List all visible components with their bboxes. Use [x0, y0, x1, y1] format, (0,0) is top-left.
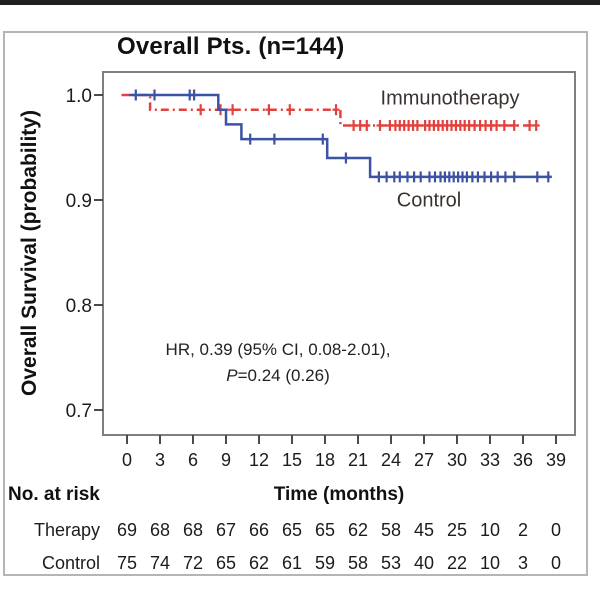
- risk-value: 65: [315, 520, 335, 540]
- risk-row-label-therapy: Therapy: [34, 520, 100, 540]
- risk-value: 62: [348, 520, 368, 540]
- risk-value: 62: [249, 553, 269, 573]
- risk-value: 68: [183, 520, 203, 540]
- risk-value: 67: [216, 520, 236, 540]
- risk-value: 59: [315, 553, 335, 573]
- risk-table-header: No. at risk: [8, 484, 100, 505]
- y-tick-label: 0.7: [66, 401, 92, 422]
- legend-label-immunotherapy: Immunotherapy: [380, 87, 520, 110]
- x-tick-label: 21: [348, 450, 368, 470]
- top-border-bar: [0, 0, 600, 5]
- x-tick-label: 24: [381, 450, 401, 470]
- risk-row-label-control: Control: [42, 553, 100, 573]
- x-tick-label: 30: [447, 450, 467, 470]
- y-tick-label: 0.8: [66, 296, 92, 317]
- risk-value: 74: [150, 553, 170, 573]
- p-symbol: P: [226, 366, 238, 385]
- x-tick-label: 9: [221, 450, 231, 470]
- x-tick-label: 33: [480, 450, 500, 470]
- risk-value: 61: [282, 553, 302, 573]
- x-tick-label: 18: [315, 450, 335, 470]
- risk-value: 2: [518, 520, 528, 540]
- risk-value: 22: [447, 553, 467, 573]
- x-tick-label: 15: [282, 450, 302, 470]
- risk-value: 65: [216, 553, 236, 573]
- risk-value: 66: [249, 520, 269, 540]
- plot-frame: [102, 71, 576, 436]
- risk-value: 45: [414, 520, 434, 540]
- risk-value: 69: [117, 520, 137, 540]
- y-tick-label: 0.9: [66, 191, 92, 212]
- risk-value: 53: [381, 553, 401, 573]
- y-tick-label: 1.0: [66, 86, 92, 107]
- survival-curve-control: [129, 93, 552, 179]
- x-tick-label: 36: [513, 450, 533, 470]
- risk-value: 10: [480, 520, 500, 540]
- risk-value: 58: [381, 520, 401, 540]
- x-tick-label: 39: [546, 450, 566, 470]
- y-axis-label: Overall Survival (probability): [18, 110, 41, 396]
- x-tick-label: 27: [414, 450, 434, 470]
- risk-value: 3: [518, 553, 528, 573]
- risk-value: 75: [117, 553, 137, 573]
- x-tick-label: 6: [188, 450, 198, 470]
- legend-label-control: Control: [396, 189, 462, 212]
- risk-value: 0: [551, 520, 561, 540]
- stats-annotation-line2: P=0.24 (0.26): [166, 363, 391, 389]
- risk-value: 0: [551, 553, 561, 573]
- risk-value: 40: [414, 553, 434, 573]
- risk-value: 68: [150, 520, 170, 540]
- x-tick-label: 3: [155, 450, 165, 470]
- x-tick-label: 0: [122, 450, 132, 470]
- stats-annotation-line1: HR, 0.39 (95% CI, 0.08-2.01),: [165, 340, 391, 359]
- risk-value: 10: [480, 553, 500, 573]
- p-value-text: =0.24 (0.26): [237, 366, 330, 385]
- risk-value: 72: [183, 553, 203, 573]
- x-tick-label: 12: [249, 450, 269, 470]
- chart-title: Overall Pts. (n=144): [117, 33, 345, 60]
- risk-value: 25: [447, 520, 467, 540]
- risk-value: 58: [348, 553, 368, 573]
- stats-annotation: HR, 0.39 (95% CI, 0.08-2.01), P=0.24 (0.…: [166, 337, 391, 389]
- risk-value: 65: [282, 520, 302, 540]
- x-axis-title: Time (months): [274, 484, 405, 505]
